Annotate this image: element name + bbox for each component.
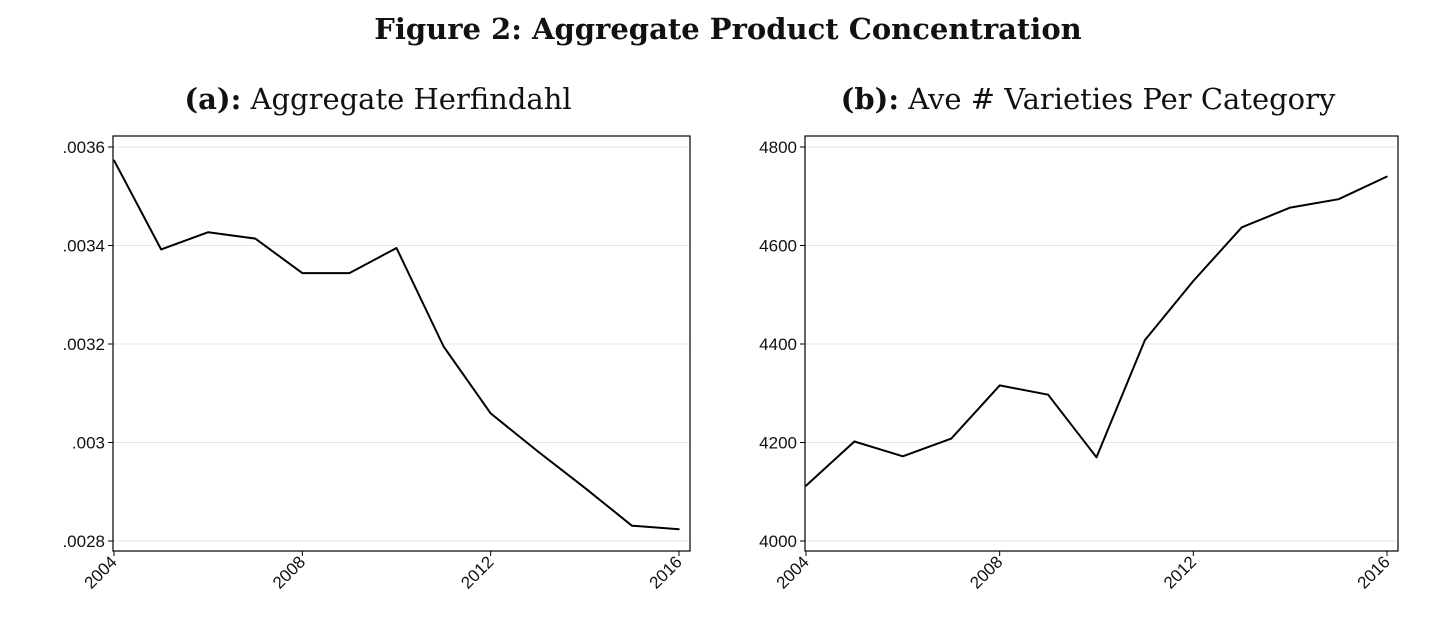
x-tick-label-b-1: 2008: [966, 552, 1006, 592]
data-point-a-4: [301, 272, 304, 274]
data-point-b-12: [1386, 175, 1388, 178]
figure-title: Figure 2: Aggregate Product Concentratio…: [374, 12, 1082, 46]
x-tick-label-a-3: 2016: [646, 552, 686, 592]
data-point-b-7: [1144, 339, 1146, 341]
data-point-a-9: [536, 450, 539, 453]
y-tick-label-a-1: .003: [72, 434, 105, 453]
data-point-a-10: [584, 487, 586, 489]
panel-a-label: (a):: [184, 82, 242, 116]
x-tick-label-a-2: 2012: [457, 552, 497, 592]
data-point-b-4: [998, 384, 1001, 387]
y-tick-label-b-3: 4600: [759, 237, 797, 256]
x-tick-label-b-2: 2012: [1160, 552, 1200, 592]
y-tick-label-b-4: 4800: [759, 138, 797, 157]
y-tick-label-a-3: .0034: [62, 237, 105, 256]
y-tick-label-b-0: 4000: [759, 532, 797, 551]
data-point-a-6: [395, 247, 398, 249]
x-tick-label-a-1: 2008: [269, 552, 309, 592]
data-point-b-11: [1337, 198, 1340, 201]
data-point-a-8: [489, 412, 492, 415]
data-point-b-10: [1289, 206, 1291, 209]
data-point-b-8: [1192, 280, 1195, 282]
data-point-b-1: [853, 440, 856, 443]
data-point-a-1: [160, 248, 162, 251]
y-tick-label-b-1: 4200: [759, 434, 797, 453]
panel-a-title: (a): Aggregate Herfindahl: [118, 82, 638, 116]
data-point-a-11: [631, 524, 633, 527]
y-tick-label-a-2: .0032: [62, 335, 105, 354]
panel-a-title-text: Aggregate Herfindahl: [250, 82, 572, 116]
x-tick-label-b-0: 2004: [773, 552, 813, 592]
panel-b-title-text: Ave # Varieties Per Category: [908, 82, 1336, 116]
x-tick-label-b-3: 2016: [1354, 552, 1394, 592]
data-point-a-7: [442, 345, 445, 348]
y-tick-label-a-4: .0036: [62, 138, 105, 157]
x-tick-label-a-0: 2004: [81, 552, 121, 592]
data-point-a-2: [207, 231, 209, 234]
data-point-a-3: [254, 237, 257, 240]
data-point-b-2: [902, 455, 904, 458]
data-point-a-12: [678, 528, 680, 530]
data-point-a-5: [348, 272, 351, 274]
series-line-a-0: [113, 159, 680, 531]
data-point-b-9: [1240, 226, 1243, 229]
panel-a-chart: .0028 .003 .0032 .0034 .0036 2004 2008 2012 2016: [62, 135, 691, 593]
panel-b-chart: 4000 4200 4400 4600 4800 2004 2008 2012 2016: [759, 135, 1399, 593]
y-tick-label-b-2: 4400: [759, 335, 797, 354]
data-point-b-6: [1095, 456, 1098, 459]
data-point-b-5: [1047, 393, 1049, 396]
panel-b-title: (b): Ave # Varieties Per Category: [808, 82, 1368, 116]
y-tick-label-a-0: .0028: [62, 532, 105, 551]
data-point-b-3: [950, 437, 953, 440]
series-line-b-0: [805, 175, 1388, 487]
data-point-a-0: [113, 159, 115, 162]
panel-b-label: (b):: [840, 82, 900, 116]
data-point-b-0: [805, 485, 807, 487]
